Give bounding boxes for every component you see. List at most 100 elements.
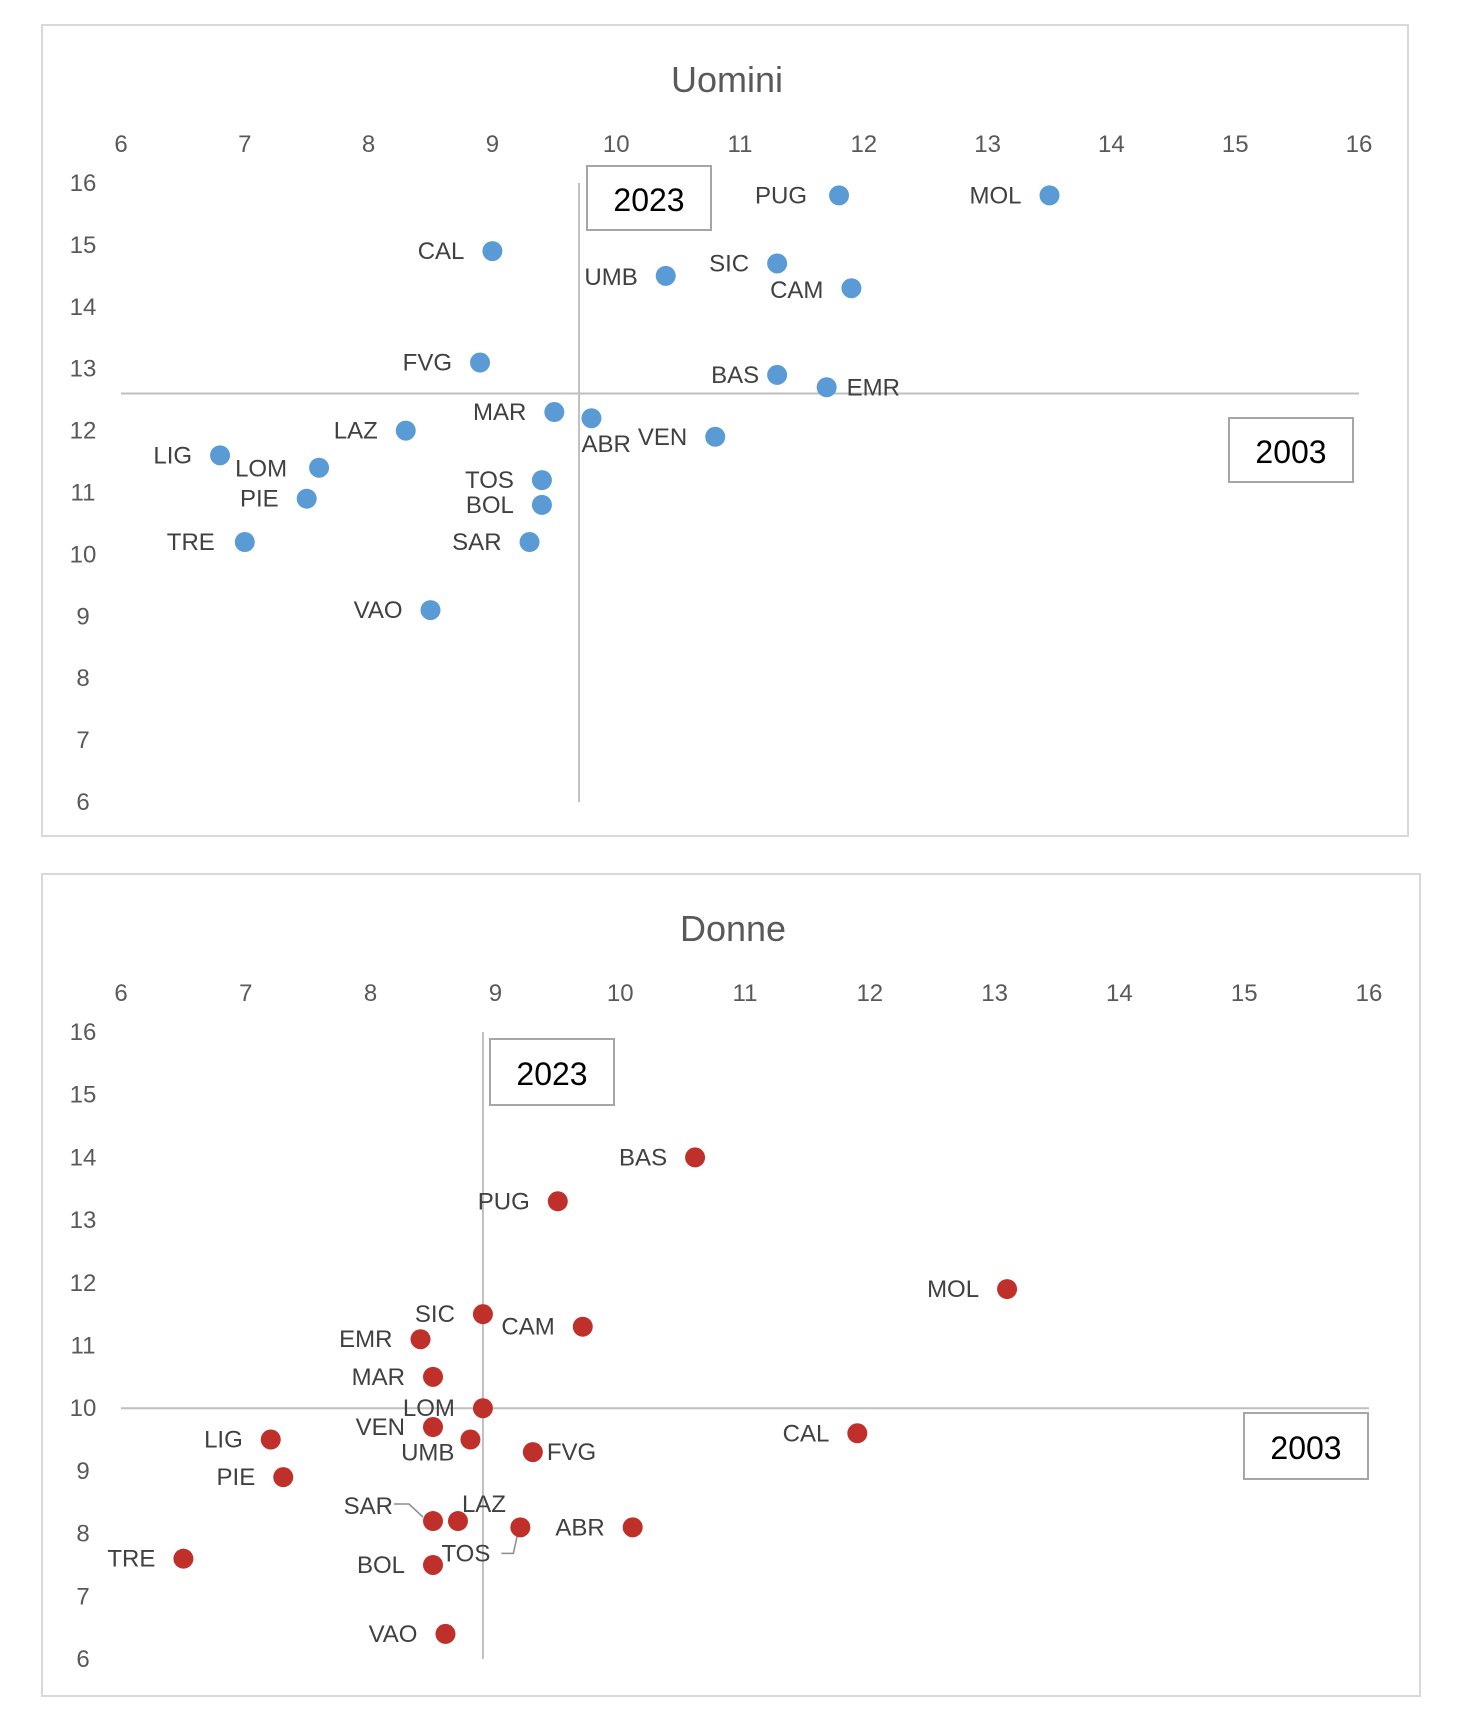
data-label-sic: SIC — [709, 250, 749, 277]
y-tick-label: 14 — [70, 1144, 97, 1171]
data-label-umb: UMB — [584, 264, 637, 291]
data-label-abr: ABR — [581, 431, 630, 458]
data-point-tre — [234, 532, 255, 553]
x-tick-label: 14 — [1098, 131, 1125, 158]
y-tick-label: 15 — [70, 232, 97, 259]
data-label-mol: MOL — [927, 1276, 979, 1303]
x-tick-label: 13 — [974, 131, 1001, 158]
x-tick-label: 6 — [114, 980, 127, 1007]
y-tick-label: 12 — [70, 418, 97, 445]
data-point-umb — [460, 1429, 481, 1450]
data-point-pug — [547, 1191, 568, 1212]
data-point-mol — [997, 1279, 1018, 1300]
axis-label-box-2003 — [1243, 1412, 1369, 1480]
data-label-ven: VEN — [638, 424, 687, 451]
data-label-sar: SAR — [452, 529, 501, 556]
x-tick-label: 9 — [486, 131, 499, 158]
data-label-vao: VAO — [354, 597, 403, 624]
axis-label-2003: 2003 — [1270, 1430, 1341, 1466]
x-tick-label: 13 — [981, 980, 1008, 1007]
data-point-laz — [395, 420, 416, 441]
data-label-pie: PIE — [240, 486, 279, 513]
x-tick-label: 10 — [603, 131, 630, 158]
data-point-bas — [767, 364, 788, 385]
x-tick-label: 8 — [362, 131, 375, 158]
axis-label-box-2023 — [586, 165, 712, 231]
data-point-cam — [841, 278, 862, 299]
x-tick-label: 11 — [733, 980, 758, 1007]
x-tick-label: 12 — [850, 131, 877, 158]
data-label-abr: ABR — [555, 1514, 604, 1541]
data-label-lom: LOM — [235, 456, 287, 483]
x-tick-label: 8 — [364, 980, 377, 1007]
data-label-laz: LAZ — [462, 1491, 506, 1518]
data-point-bol — [531, 494, 552, 515]
axis-label-2023: 2023 — [516, 1056, 587, 1092]
leader-line — [394, 1503, 424, 1518]
data-point-mar — [423, 1366, 443, 1387]
chart-uomini-svg: Uomini 6 7 8 9 10 11 12 13 14 15 16 16 15 14 13 12 11 10 9… — [70, 59, 1373, 816]
y-tick-label: 6 — [76, 789, 89, 816]
y-tick-label: 16 — [70, 1019, 97, 1046]
x-tick-label: 16 — [1356, 980, 1383, 1007]
data-point-cam — [572, 1316, 593, 1337]
x-tick-label: 16 — [1346, 131, 1373, 158]
data-label-tos: TOS — [441, 1540, 490, 1567]
data-label-mar: MAR — [473, 399, 526, 426]
axis-label-2023: 2023 — [613, 182, 684, 218]
data-point-bas — [685, 1147, 706, 1168]
data-point-vao — [420, 600, 441, 621]
y-tick-label: 7 — [76, 1583, 89, 1610]
data-label-bas: BAS — [711, 362, 759, 389]
data-point-sic — [767, 253, 788, 274]
x-tick-label: 15 — [1222, 131, 1249, 158]
y-tick-label: 15 — [70, 1082, 97, 1109]
data-point-sar — [423, 1511, 443, 1532]
x-tick-label: 15 — [1231, 980, 1258, 1007]
data-label-pug: PUG — [755, 182, 807, 209]
data-point-tos — [510, 1517, 531, 1538]
data-label-mol: MOL — [969, 182, 1021, 209]
data-point-sic — [472, 1304, 493, 1325]
data-point-fvg — [470, 352, 491, 373]
data-label-bol: BOL — [466, 492, 514, 519]
chart-uomini: Uomini 6 7 8 9 10 11 12 13 14 15 16 16 15 14 13 12 11 10 9… — [41, 24, 1409, 837]
data-point-bol — [423, 1554, 443, 1575]
y-tick-label: 8 — [76, 1521, 89, 1548]
data-point-cal — [847, 1423, 868, 1444]
data-label-cal: CAL — [783, 1420, 830, 1447]
data-point-lig — [260, 1429, 281, 1450]
axis-label-box-2003 — [1228, 417, 1354, 483]
chart-title: Uomini — [671, 59, 783, 100]
data-label-fvg: FVG — [547, 1439, 596, 1466]
data-label-pie: PIE — [217, 1464, 256, 1491]
data-point-umb — [655, 265, 676, 286]
data-point-vao — [435, 1623, 456, 1644]
data-label-lig: LIG — [204, 1427, 243, 1454]
data-point-abr — [581, 408, 602, 429]
chart-donne-svg: Donne 6 7 8 9 10 11 12 13 14 15 16 16 15 14 13 12 11 10 9 8… — [70, 908, 1383, 1673]
data-point-fvg — [522, 1442, 543, 1463]
y-tick-label: 7 — [76, 727, 89, 754]
x-tick-label: 9 — [489, 980, 502, 1007]
data-label-mar: MAR — [352, 1364, 405, 1391]
data-point-lom — [309, 457, 330, 478]
data-label-laz: LAZ — [334, 418, 378, 445]
axis-label-box-2023 — [489, 1038, 615, 1106]
data-label-cal: CAL — [418, 238, 465, 265]
y-tick-label: 16 — [70, 170, 97, 197]
data-label-fvg: FVG — [403, 350, 452, 377]
data-point-pie — [296, 488, 317, 509]
data-point-abr — [622, 1517, 643, 1538]
x-tick-label: 7 — [239, 980, 252, 1007]
data-point-ven — [705, 426, 726, 447]
data-label-bol: BOL — [357, 1552, 405, 1579]
y-tick-label: 11 — [71, 1333, 96, 1360]
data-point-pie — [273, 1467, 294, 1488]
data-label-lig: LIG — [153, 442, 192, 469]
data-point-emr — [816, 377, 837, 398]
data-point-emr — [410, 1329, 431, 1350]
y-tick-label: 11 — [71, 480, 96, 507]
y-tick-label: 9 — [76, 1458, 89, 1485]
data-point-mol — [1039, 185, 1060, 206]
